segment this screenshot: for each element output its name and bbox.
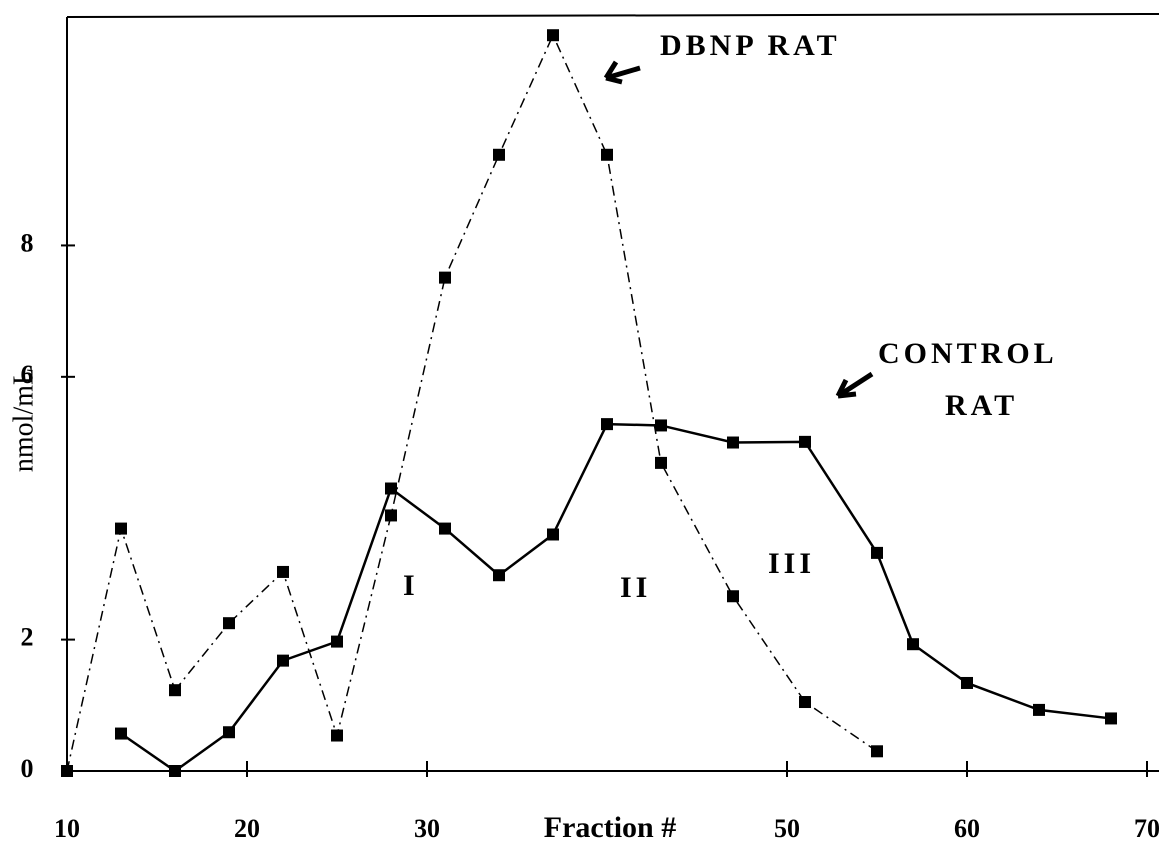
data-point [655,456,667,469]
data-point [799,696,811,709]
y-axis-label: nmol/mL [8,368,39,472]
data-point [277,654,289,667]
data-point [871,546,883,559]
x-tick-label: 70 [1134,814,1159,843]
data-point [871,745,883,758]
data-point [61,765,73,777]
data-point [115,522,127,535]
data-point [223,726,235,739]
data-point [961,676,973,689]
top-frame [66,13,1159,18]
data-point [169,765,181,777]
data-point [385,482,397,495]
data-point [727,590,739,603]
data-point [331,729,343,742]
data-point [601,418,613,431]
annotation: I [403,569,419,602]
series-line [66,33,878,772]
annotation: II [620,571,651,604]
y-tick-label: 0 [21,754,34,783]
x-axis-label: Fraction # [544,811,676,844]
annotation: RAT [945,389,1018,422]
data-point [169,684,181,697]
data-point [799,435,811,448]
data-point [547,528,559,541]
arrow [835,371,874,399]
data-point [727,436,739,449]
data-point [493,569,505,582]
x-tick-label: 30 [414,814,440,843]
y-tick-label: 2 [21,623,34,652]
data-point [331,635,343,648]
data-point [277,565,289,578]
x-tick-label: 50 [774,814,800,843]
data-point [1033,703,1045,716]
data-point [493,148,505,161]
annotation: III [768,547,815,580]
x-tick-label: 60 [954,814,980,843]
series-line [120,422,1112,773]
x-tick-label: 10 [54,814,80,843]
data-point [1105,712,1117,725]
data-point [601,148,613,161]
data-point [439,271,451,284]
data-point [655,419,667,432]
y-tick-label: 8 [21,228,34,257]
data-point [385,509,397,522]
y-tick-label: 6 [21,360,34,389]
annotation: DBNP RAT [660,29,841,62]
arrow [603,60,641,85]
data-point [439,522,451,535]
x-tick-label: 20 [234,814,260,843]
data-point [907,638,919,651]
data-point [223,617,235,630]
data-point [115,727,127,740]
annotation: CONTROL [878,337,1058,370]
data-point [547,29,559,42]
